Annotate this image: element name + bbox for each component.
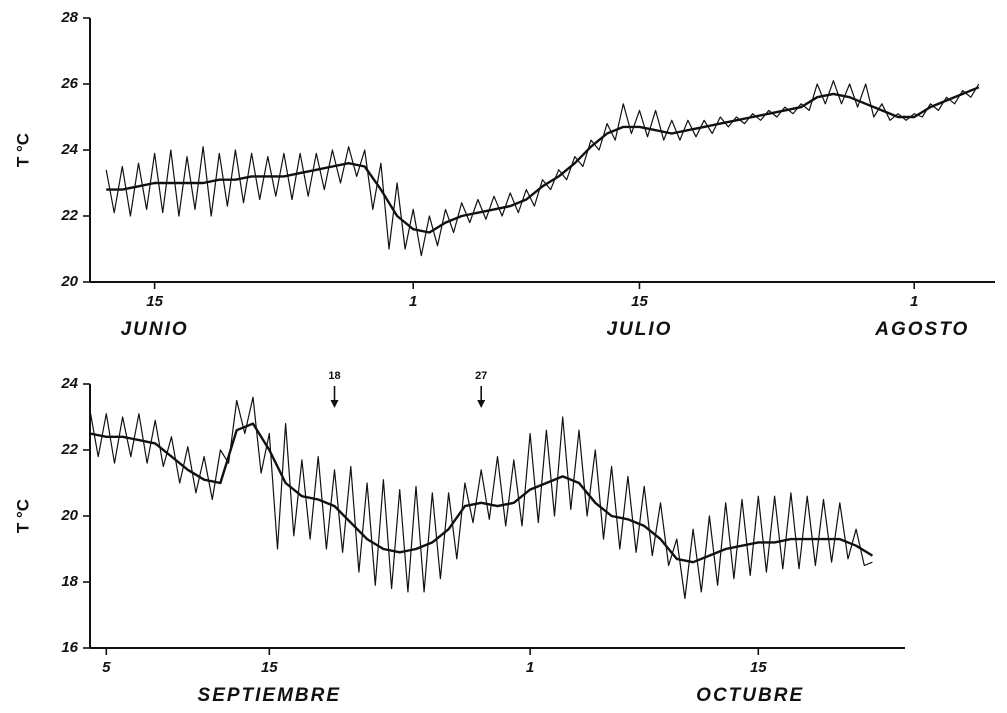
annotation-arrowhead <box>330 400 339 408</box>
y-tick-label: 20 <box>60 507 78 524</box>
y-tick-label: 18 <box>61 573 78 590</box>
y-tick-label: 26 <box>60 75 78 92</box>
month-label: JULIO <box>606 319 672 340</box>
y-tick-label: 16 <box>61 639 78 656</box>
x-tick-label: 15 <box>146 293 163 310</box>
x-tick-label: 1 <box>409 293 417 310</box>
x-tick-label: 5 <box>102 659 111 676</box>
month-label: JUNIO <box>121 319 189 340</box>
raw-line <box>105 80 980 257</box>
x-tick-label: 1 <box>526 659 534 676</box>
annotation: 27 <box>475 370 487 382</box>
x-tick-label: 15 <box>631 293 648 310</box>
y-axis-label: T °C <box>13 133 32 167</box>
raw-line <box>89 396 873 600</box>
smoothed-line <box>89 422 874 564</box>
y-tick-label: 20 <box>60 273 78 290</box>
smoothed-line <box>106 86 980 234</box>
annotation: 18 <box>328 370 340 382</box>
y-tick-label: 22 <box>60 207 78 224</box>
month-label: AGOSTO <box>874 319 969 340</box>
month-label: SEPTIEMBRE <box>198 685 342 706</box>
x-tick-label: 15 <box>261 659 278 676</box>
x-tick-label: 1 <box>910 293 918 310</box>
y-tick-label: 28 <box>60 9 78 26</box>
month-label: OCTUBRE <box>696 685 804 706</box>
y-tick-label: 24 <box>60 375 78 392</box>
annotation-arrowhead <box>477 400 486 408</box>
y-tick-label: 22 <box>60 441 78 458</box>
y-axis-label: T °C <box>13 499 32 533</box>
x-tick-label: 15 <box>750 659 767 676</box>
y-tick-label: 24 <box>60 141 78 158</box>
